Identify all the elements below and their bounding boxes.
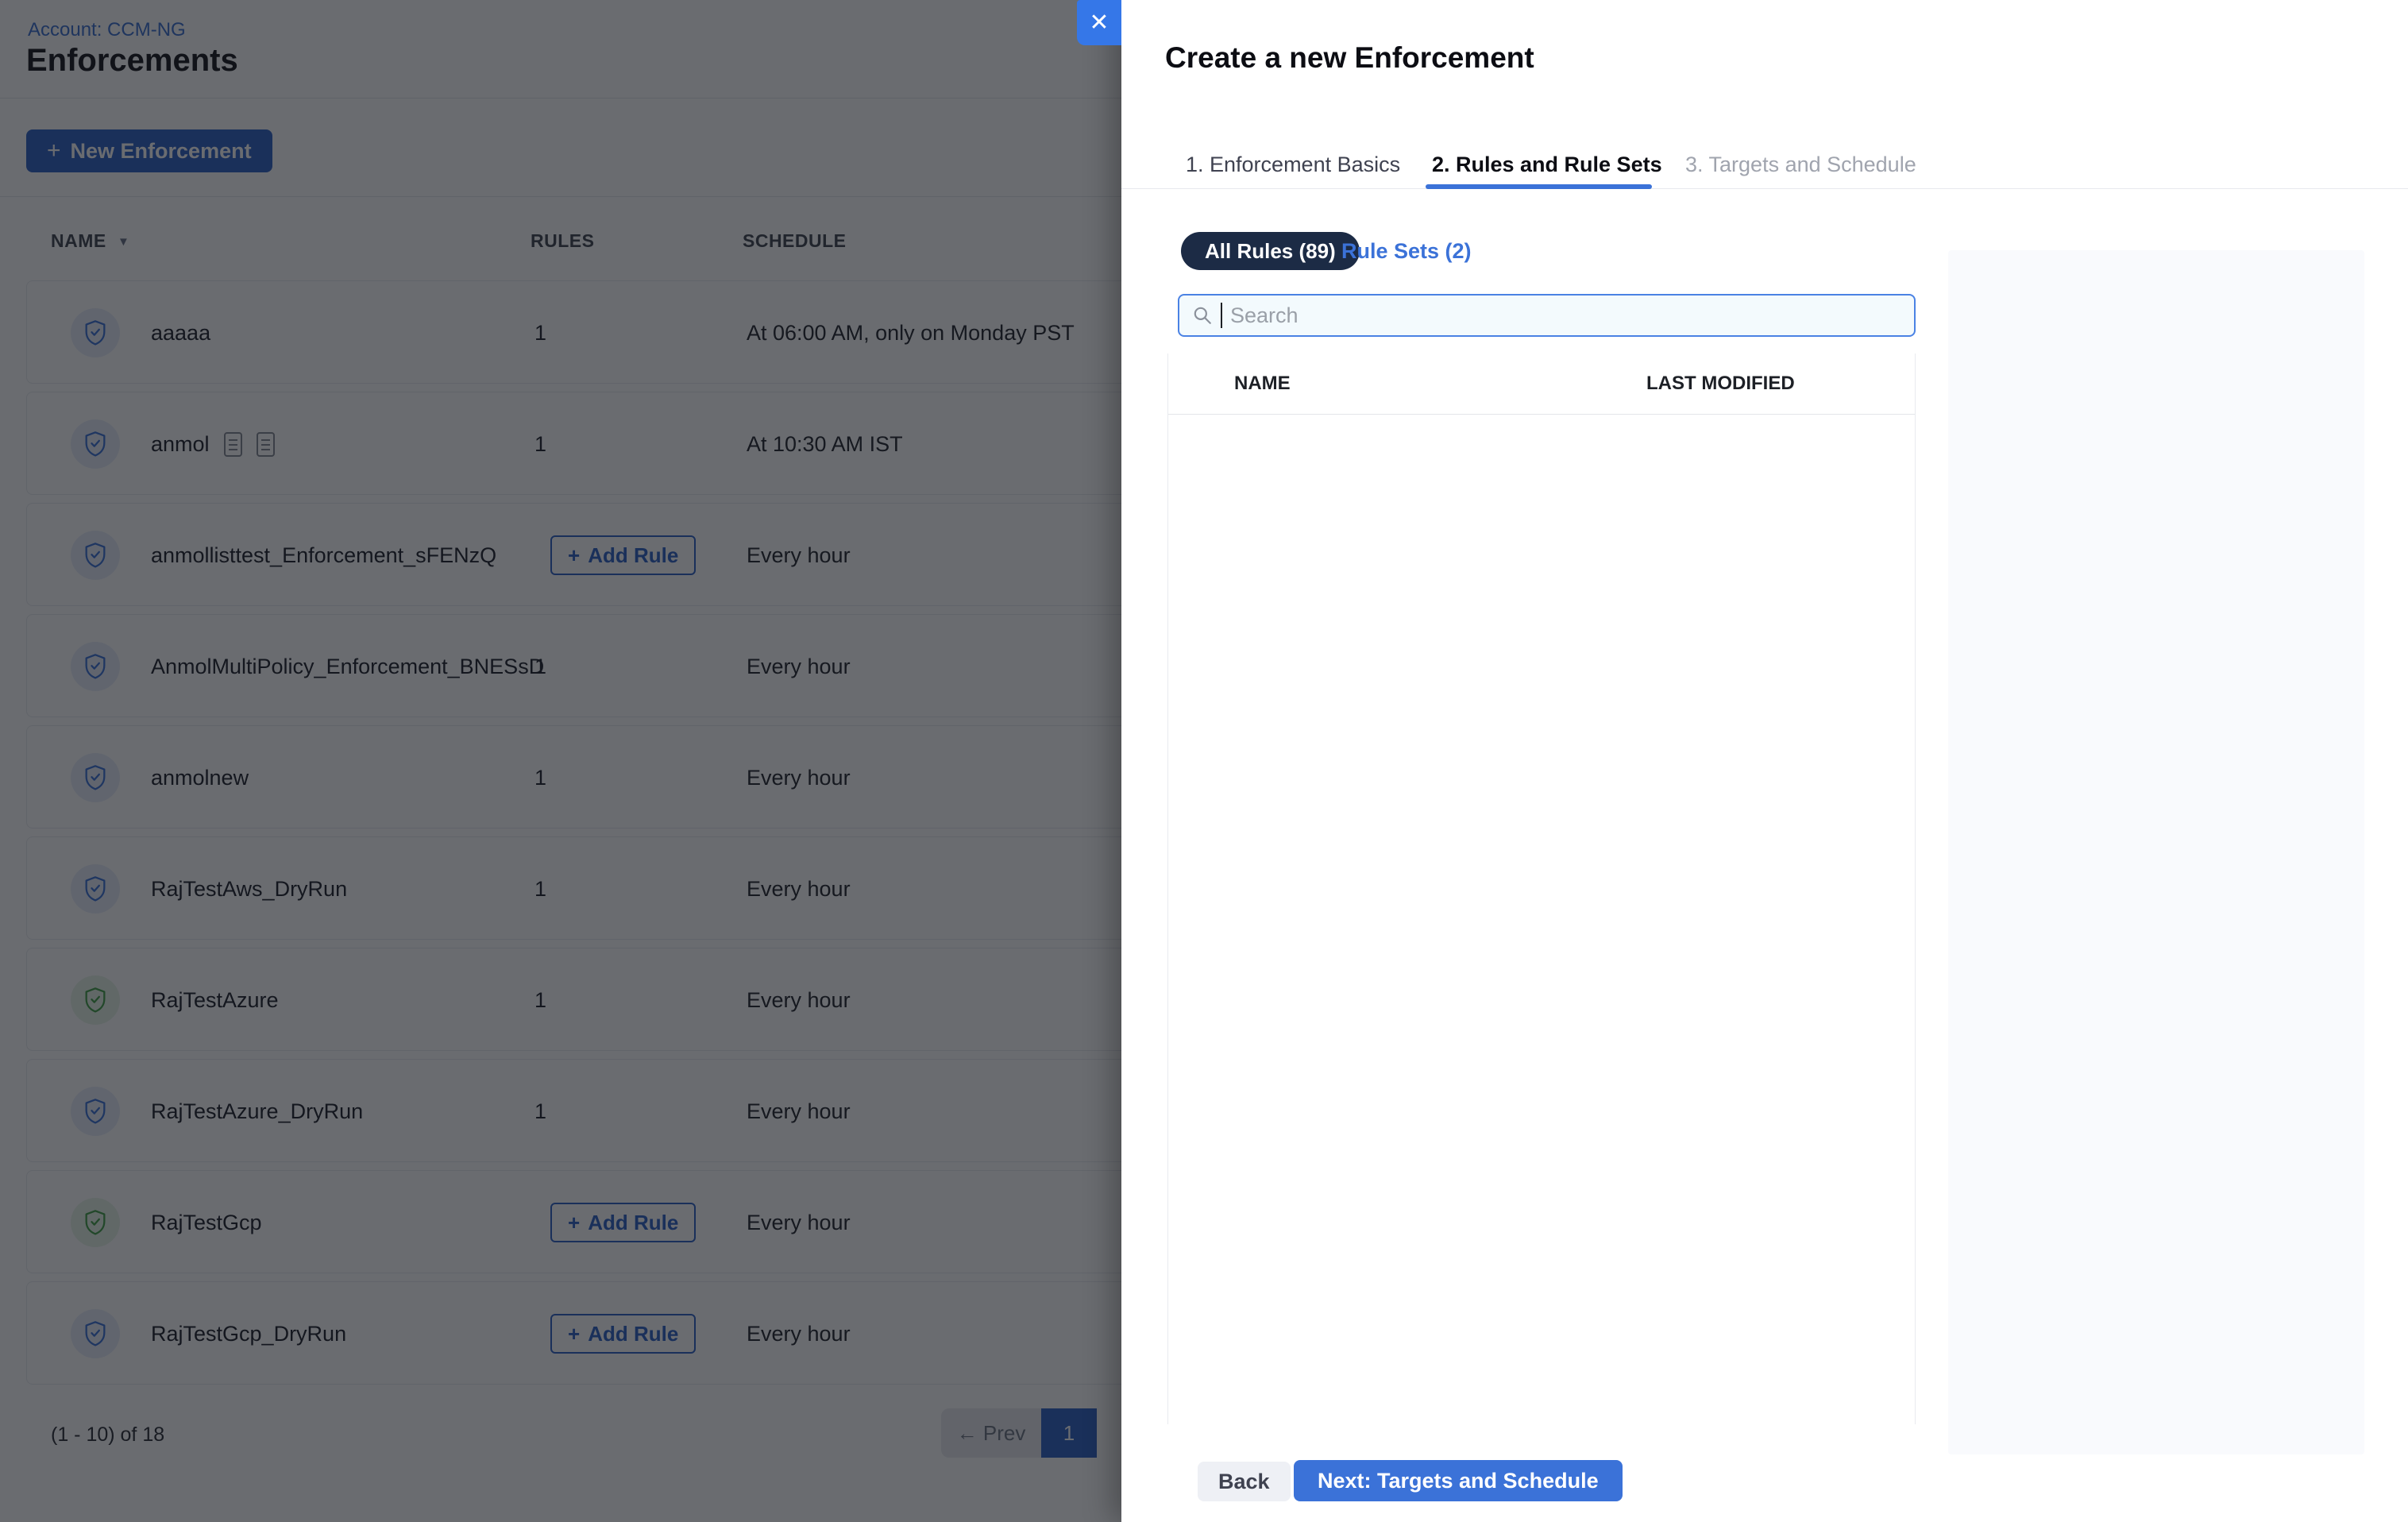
create-enforcement-drawer: ✕ Create a new Enforcement 1. Enforcemen… — [1077, 0, 2408, 1522]
tab-targets-and-schedule[interactable]: 3. Targets and Schedule — [1685, 153, 1916, 176]
filter-rule-sets[interactable]: Rule Sets (2) — [1341, 238, 1472, 263]
rules-column-name: NAME — [1234, 373, 1291, 394]
next-targets-schedule-button[interactable]: Next: Targets and Schedule — [1294, 1460, 1623, 1501]
search-icon — [1194, 307, 1211, 324]
close-icon[interactable]: ✕ — [1077, 0, 1121, 45]
selected-rules-preview-panel — [1948, 250, 2364, 1454]
tab-rules-and-rule-sets[interactable]: 2. Rules and Rule Sets — [1432, 153, 1662, 176]
search-input[interactable] — [1230, 303, 1901, 328]
drawer-title: Create a new Enforcement — [1165, 41, 1534, 74]
tabs-divider — [1121, 188, 2408, 189]
filter-all-rules[interactable]: All Rules (89) — [1181, 232, 1360, 270]
rules-table-header: NAME LAST MODIFIED — [1168, 353, 1915, 415]
rules-search[interactable] — [1178, 294, 1916, 337]
tab-enforcement-basics[interactable]: 1. Enforcement Basics — [1186, 153, 1401, 176]
active-tab-underline — [1426, 184, 1652, 189]
rules-column-last-modified: LAST MODIFIED — [1646, 373, 1795, 394]
rules-table: NAME LAST MODIFIED — [1167, 353, 1916, 1424]
back-button[interactable]: Back — [1198, 1462, 1291, 1501]
text-caret — [1221, 303, 1222, 328]
